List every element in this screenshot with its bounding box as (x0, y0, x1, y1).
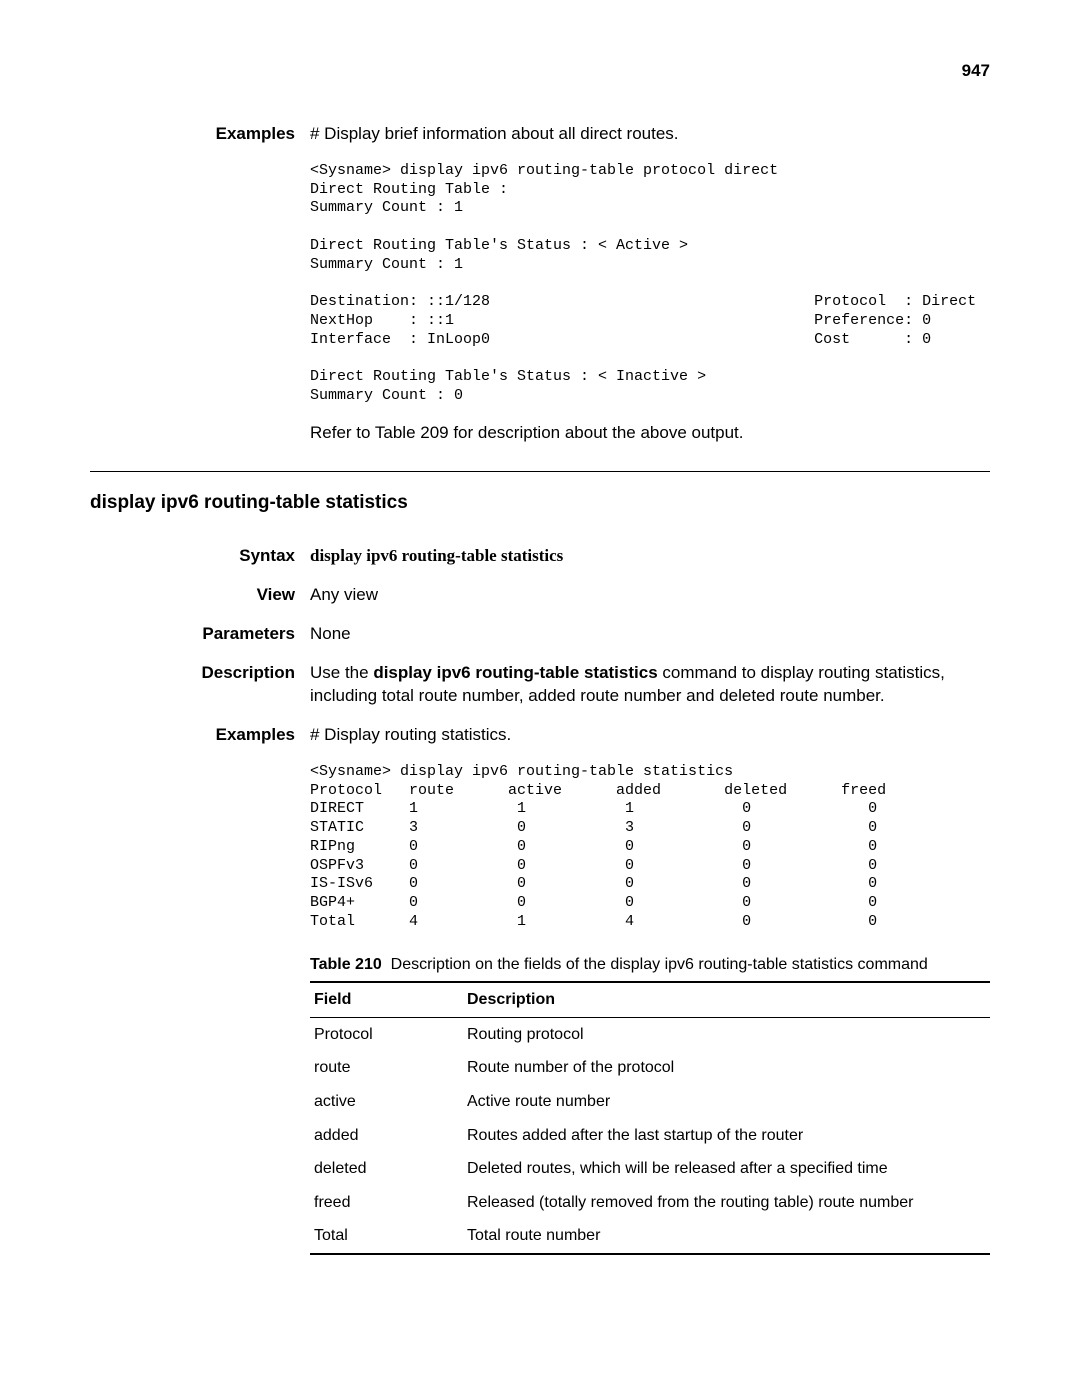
cell-desc: Routes added after the last startup of t… (463, 1119, 990, 1153)
examples2-intro: # Display routing statistics. (310, 724, 990, 747)
cell-desc: Deleted routes, which will be released a… (463, 1152, 990, 1186)
table-header-row: Field Description (310, 982, 990, 1017)
cell-desc: Route number of the protocol (463, 1051, 990, 1085)
cell-field: Total (310, 1219, 463, 1254)
table-caption-label: Table 210 (310, 956, 382, 973)
section-divider (90, 471, 990, 472)
syntax-text: display ipv6 routing-table statistics (310, 545, 990, 568)
page-number: 947 (90, 60, 990, 83)
description-pre: Use the (310, 663, 373, 682)
view-block: View Any view (90, 584, 990, 607)
th-field: Field (310, 982, 463, 1017)
table-row: deleted Deleted routes, which will be re… (310, 1152, 990, 1186)
table-caption: Table 210 Description on the fields of t… (310, 954, 990, 976)
description-text: Use the display ipv6 routing-table stati… (310, 662, 990, 708)
view-text: Any view (310, 584, 990, 607)
table-row: Protocol Routing protocol (310, 1017, 990, 1051)
examples1-cli: <Sysname> display ipv6 routing-table pro… (310, 162, 990, 406)
examples2-label: Examples (90, 724, 310, 747)
fields-table: Field Description Protocol Routing proto… (310, 981, 990, 1255)
cell-desc: Total route number (463, 1219, 990, 1254)
description-block: Description Use the display ipv6 routing… (90, 662, 990, 708)
syntax-label: Syntax (90, 545, 310, 568)
cell-field: active (310, 1085, 463, 1119)
cell-field: route (310, 1051, 463, 1085)
table-block: Table 210 Description on the fields of t… (90, 948, 990, 1255)
table-row: freed Released (totally removed from the… (310, 1186, 990, 1220)
examples1-intro: # Display brief information about all di… (310, 123, 990, 146)
parameters-label: Parameters (90, 623, 310, 646)
parameters-block: Parameters None (90, 623, 990, 646)
cell-desc: Released (totally removed from the routi… (463, 1186, 990, 1220)
table-row: route Route number of the protocol (310, 1051, 990, 1085)
examples2-cli: <Sysname> display ipv6 routing-table sta… (310, 763, 990, 932)
syntax-block: Syntax display ipv6 routing-table statis… (90, 545, 990, 568)
table-area: Table 210 Description on the fields of t… (310, 948, 990, 1255)
cell-desc: Active route number (463, 1085, 990, 1119)
table-row: added Routes added after the last startu… (310, 1119, 990, 1153)
section2-title: display ipv6 routing-table statistics (90, 490, 990, 516)
th-description: Description (463, 982, 990, 1017)
examples2-cli-block: <Sysname> display ipv6 routing-table sta… (90, 763, 990, 932)
cell-field: freed (310, 1186, 463, 1220)
examples1-footer: Refer to Table 209 for description about… (310, 422, 990, 445)
description-bold: display ipv6 routing-table statistics (373, 663, 657, 682)
view-label: View (90, 584, 310, 607)
table-row: active Active route number (310, 1085, 990, 1119)
examples1-footer-block: Refer to Table 209 for description about… (90, 422, 990, 445)
cell-desc: Routing protocol (463, 1017, 990, 1051)
cell-field: added (310, 1119, 463, 1153)
cell-field: deleted (310, 1152, 463, 1186)
parameters-text: None (310, 623, 990, 646)
table-caption-text: Description on the fields of the display… (391, 956, 928, 973)
table-row: Total Total route number (310, 1219, 990, 1254)
examples1-label: Examples (90, 123, 310, 146)
cell-field: Protocol (310, 1017, 463, 1051)
examples1-block: Examples # Display brief information abo… (90, 123, 990, 146)
examples1-cli-block: <Sysname> display ipv6 routing-table pro… (90, 162, 990, 406)
examples2-block: Examples # Display routing statistics. (90, 724, 990, 747)
description-label: Description (90, 662, 310, 685)
